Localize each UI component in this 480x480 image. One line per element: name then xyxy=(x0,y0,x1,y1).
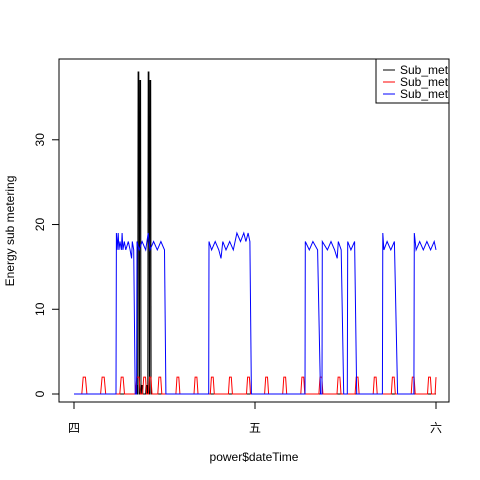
legend-label-2: Sub_metering_2 xyxy=(400,75,480,89)
x-axis-label: power$dateTime xyxy=(210,450,299,464)
plot-box xyxy=(58,58,450,403)
y-tick-label-0: 0 xyxy=(33,390,47,397)
x-tick-label-0: 四 xyxy=(68,421,80,435)
series-line-1 xyxy=(74,71,436,395)
legend-box xyxy=(375,58,450,104)
x-tick-label-1: 五 xyxy=(249,421,261,435)
series-line-2 xyxy=(74,376,437,395)
y-axis-label: Energy sub metering xyxy=(3,176,17,287)
x-tick-label-2: 六 xyxy=(430,421,442,435)
series-line-3 xyxy=(74,231,437,395)
axis-layer: 四 五 六 0 10 20 30 xyxy=(33,133,442,435)
legend-label-1: Sub_metering_1 xyxy=(400,63,480,77)
legend-label-3: Sub_metering_3 xyxy=(400,87,480,101)
y-tick-label-2: 20 xyxy=(33,218,47,232)
legend: Sub_metering_1Sub_metering_2Sub_metering… xyxy=(375,58,480,104)
y-tick-label-1: 10 xyxy=(33,302,47,316)
y-tick-label-3: 30 xyxy=(33,133,47,147)
series-layer xyxy=(74,71,437,395)
